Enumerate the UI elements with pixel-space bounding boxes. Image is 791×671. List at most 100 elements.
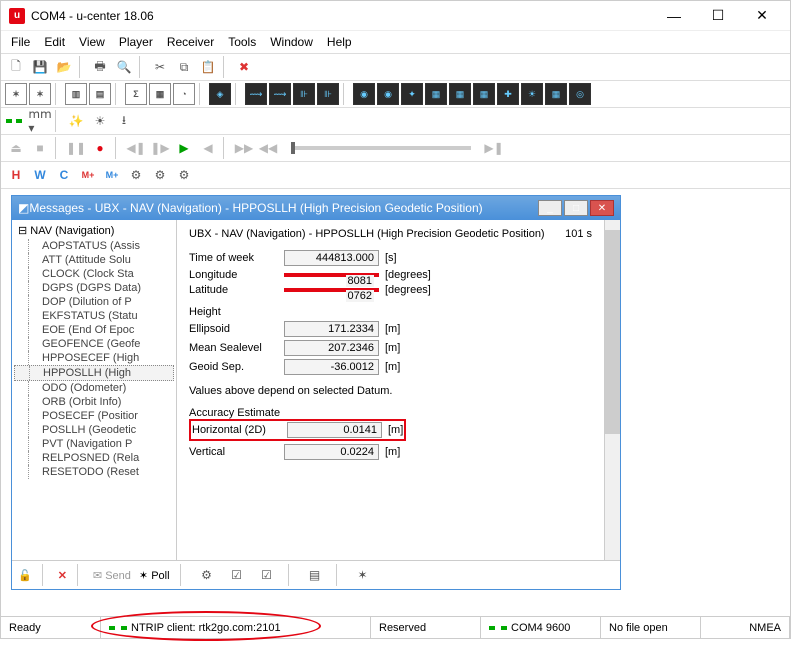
message-tree[interactable]: ⊟ NAV (Navigation) AOPSTATUS (AssisATT (… — [12, 220, 177, 560]
chart-btn-11[interactable]: ▦ — [473, 83, 495, 105]
maximize-button[interactable]: ☐ — [698, 3, 738, 29]
menu-view[interactable]: View — [79, 35, 105, 49]
cut-icon[interactable]: ✂ — [149, 56, 171, 78]
minimize-button[interactable]: — — [654, 3, 694, 29]
stop-icon[interactable]: ■ — [29, 137, 51, 159]
menu-help[interactable]: Help — [327, 35, 352, 49]
new-icon[interactable]: 🗋 — [5, 56, 27, 78]
tree-item[interactable]: DOP (Dilution of P — [14, 295, 174, 309]
view-btn-4[interactable]: ▤ — [89, 83, 111, 105]
poll-button[interactable]: ✶ Poll — [139, 569, 170, 582]
chart-btn-9[interactable]: ▦ — [425, 83, 447, 105]
hot-c-icon[interactable]: C — [53, 164, 75, 186]
chart-btn-4[interactable]: ⊪ — [293, 83, 315, 105]
tree-item[interactable]: POSLLH (Geodetic — [14, 423, 174, 437]
chart-btn-10[interactable]: ▦ — [449, 83, 471, 105]
close-button[interactable]: ✕ — [742, 3, 782, 29]
chart-btn-2[interactable]: ⟿ — [245, 83, 267, 105]
download-icon[interactable]: ⭳ — [113, 110, 135, 132]
view-btn-2[interactable]: ✶ — [29, 83, 51, 105]
gear2-icon[interactable]: ⚙ — [149, 164, 171, 186]
copy-icon[interactable]: ⧉ — [173, 56, 195, 78]
hot-h-icon[interactable]: H — [5, 164, 27, 186]
view-btn-1[interactable]: ✶ — [5, 83, 27, 105]
chart-btn-8[interactable]: ✦ — [401, 83, 423, 105]
menu-edit[interactable]: Edit — [44, 35, 65, 49]
tree-root[interactable]: ⊟ NAV (Navigation) — [14, 224, 174, 237]
tree-item[interactable]: CLOCK (Clock Sta — [14, 267, 174, 281]
open-icon[interactable]: 📂 — [53, 56, 75, 78]
geoid-value: -36.0012 — [284, 359, 379, 375]
tree-item[interactable]: HPPOSECEF (High — [14, 351, 174, 365]
tree-item[interactable]: DGPS (DGPS Data) — [14, 281, 174, 295]
tree-item[interactable]: RESETODO (Reset — [14, 465, 174, 479]
paste-icon[interactable]: 📋 — [197, 56, 219, 78]
tree-item[interactable]: ORB (Orbit Info) — [14, 395, 174, 409]
panel-scrollbar[interactable] — [604, 220, 620, 560]
inner-maximize-button[interactable]: □ — [564, 200, 588, 216]
tree-item[interactable]: AOPSTATUS (Assis — [14, 239, 174, 253]
gear1-icon[interactable]: ⚙ — [125, 164, 147, 186]
tree-item[interactable]: GEOFENCE (Geofe — [14, 337, 174, 351]
menu-receiver[interactable]: Receiver — [167, 35, 214, 49]
ff-icon[interactable]: ▶▶ — [233, 137, 255, 159]
end-icon[interactable]: ▶❚ — [483, 137, 505, 159]
bot-icon-4[interactable]: ▤ — [304, 564, 326, 586]
step-back-icon[interactable]: ◀❚ — [125, 137, 147, 159]
tree-item[interactable]: EOE (End Of Epoc — [14, 323, 174, 337]
bot-icon-5[interactable]: ✶ — [352, 564, 374, 586]
connect-icon[interactable] — [5, 110, 27, 132]
save-icon[interactable]: 💾 — [29, 56, 51, 78]
delete-icon[interactable]: ✕ — [58, 569, 67, 582]
tree-item[interactable]: RELPOSNED (Rela — [14, 451, 174, 465]
view-btn-3[interactable]: ▥ — [65, 83, 87, 105]
chart-btn-6[interactable]: ◉ — [353, 83, 375, 105]
bot-icon-1[interactable]: ⚙ — [196, 564, 218, 586]
hot-m1-icon[interactable]: M+ — [77, 164, 99, 186]
preview-icon[interactable]: 🔍 — [113, 56, 135, 78]
view-btn-6[interactable]: ▦ — [149, 83, 171, 105]
view-btn-7[interactable]: ◔ — [173, 83, 195, 105]
hot-m2-icon[interactable]: M+ — [101, 164, 123, 186]
chart-btn-15[interactable]: ◎ — [569, 83, 591, 105]
tree-item[interactable]: POSECEF (Positior — [14, 409, 174, 423]
bot-icon-3[interactable]: ☑ — [256, 564, 278, 586]
chart-btn-12[interactable]: ✚ — [497, 83, 519, 105]
menu-tools[interactable]: Tools — [228, 35, 256, 49]
rev-icon[interactable]: ◀ — [197, 137, 219, 159]
tree-item[interactable]: HPPOSLLH (High — [14, 365, 174, 381]
step-fwd-icon[interactable]: ❚▶ — [149, 137, 171, 159]
player-slider[interactable] — [291, 146, 471, 150]
send-button[interactable]: ✉ Send — [93, 569, 131, 582]
wand-icon[interactable]: ✨ — [65, 110, 87, 132]
chart-btn-14[interactable]: ▦ — [545, 83, 567, 105]
record-icon[interactable]: ● — [89, 137, 111, 159]
lock-icon[interactable]: 🔓 — [18, 569, 32, 582]
menu-window[interactable]: Window — [270, 35, 313, 49]
rw-icon[interactable]: ◀◀ — [257, 137, 279, 159]
chart-btn-7[interactable]: ◉ — [377, 83, 399, 105]
play-icon[interactable]: ▶ — [173, 137, 195, 159]
tree-item[interactable]: EKFSTATUS (Statu — [14, 309, 174, 323]
bot-icon-2[interactable]: ☑ — [226, 564, 248, 586]
tree-item[interactable]: ATT (Attitude Solu — [14, 253, 174, 267]
inner-close-button[interactable]: ✕ — [590, 200, 614, 216]
view-btn-5[interactable]: Σ — [125, 83, 147, 105]
gear3-icon[interactable]: ⚙ — [173, 164, 195, 186]
bug-icon[interactable]: ☀ — [89, 110, 111, 132]
chart-btn-5[interactable]: ⊪ — [317, 83, 339, 105]
chart-btn-13[interactable]: ☀ — [521, 83, 543, 105]
clear-icon[interactable]: ✖ — [233, 56, 255, 78]
baud-icon[interactable]: ⅿⅿ ▾ — [29, 110, 51, 132]
menu-player[interactable]: Player — [119, 35, 153, 49]
chart-btn-3[interactable]: ⟿ — [269, 83, 291, 105]
tree-item[interactable]: PVT (Navigation P — [14, 437, 174, 451]
print-icon[interactable]: 🖶 — [89, 56, 111, 78]
inner-minimize-button[interactable]: _ — [538, 200, 562, 216]
chart-btn-1[interactable]: ◈ — [209, 83, 231, 105]
pause-icon[interactable]: ❚❚ — [65, 137, 87, 159]
hot-w-icon[interactable]: W — [29, 164, 51, 186]
tree-item[interactable]: ODO (Odometer) — [14, 381, 174, 395]
menu-file[interactable]: File — [11, 35, 30, 49]
eject-icon[interactable]: ⏏ — [5, 137, 27, 159]
